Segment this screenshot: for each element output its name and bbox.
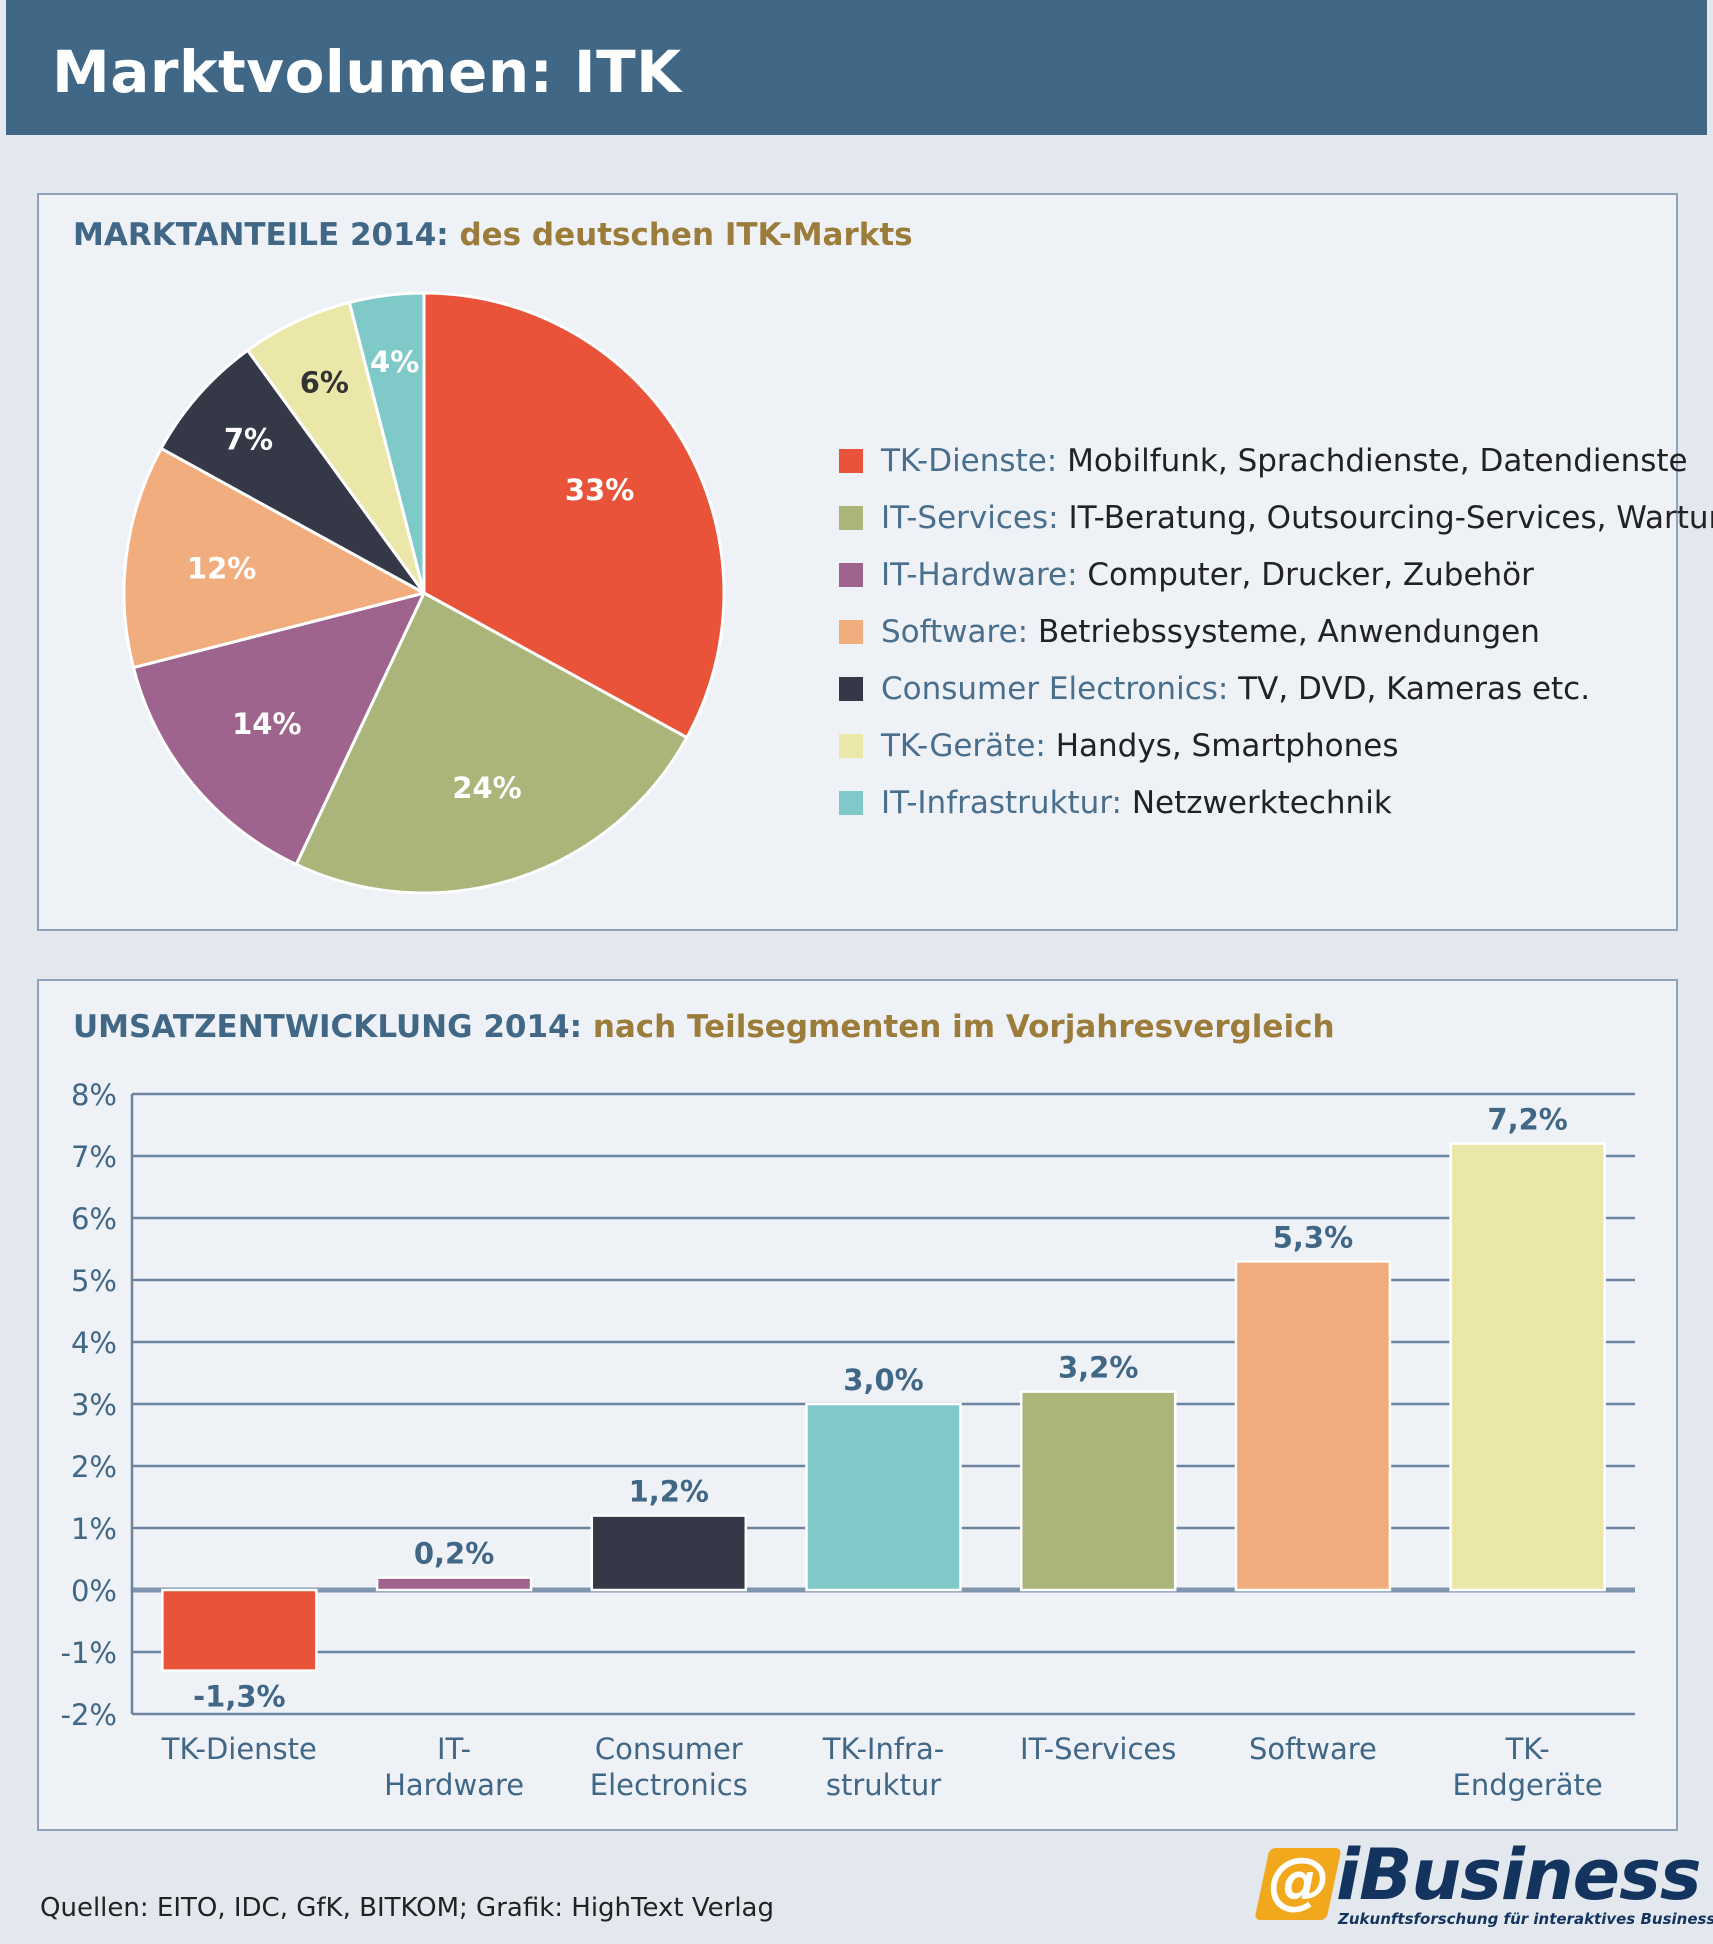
- y-tick-label: -1%: [61, 1636, 117, 1670]
- legend-desc: Netzwerktechnik: [1131, 784, 1392, 821]
- logo-at-icon: @: [1268, 1844, 1330, 1917]
- y-tick-label: 7%: [71, 1140, 117, 1174]
- bar-title-key: UMSATZENTWICKLUNG 2014:: [73, 1009, 583, 1045]
- legend-desc: Handys, Smartphones: [1055, 727, 1399, 764]
- source-note: Quellen: EITO, IDC, GfK, BITKOM; Grafik:…: [40, 1893, 774, 1923]
- legend-item: IT-Infrastruktur: Netzwerktechnik: [839, 774, 1713, 831]
- legend-desc: Betriebssysteme, Anwendungen: [1037, 613, 1540, 650]
- bar: [1234, 1260, 1392, 1592]
- pie-chart: 33% 24% 14% 12% 7% 6% 4%: [122, 291, 726, 895]
- bar: [375, 1576, 533, 1592]
- logo-wordmark: iBusiness: [1336, 1834, 1701, 1916]
- legend-swatch: [839, 619, 863, 644]
- x-category-label: Hardware: [384, 1768, 524, 1802]
- y-tick-label: 4%: [71, 1326, 117, 1360]
- y-tick-label: 8%: [71, 1078, 117, 1112]
- legend-item: Consumer Electronics: TV, DVD, Kameras e…: [839, 660, 1713, 717]
- pie-slice-software: [122, 446, 426, 670]
- bar-panel: UMSATZENTWICKLUNG 2014: nach Teilsegment…: [37, 979, 1678, 1831]
- x-category-label: Electronics: [590, 1768, 748, 1802]
- bar-value-label: 7,2%: [1487, 1103, 1567, 1137]
- x-category-label: struktur: [826, 1768, 941, 1802]
- y-tick-label: 0%: [71, 1574, 117, 1608]
- y-tick-label: 1%: [71, 1512, 117, 1546]
- legend-swatch: [839, 790, 863, 815]
- legend-swatch: [839, 562, 863, 587]
- pie-slice-label: 14%: [232, 707, 301, 741]
- legend-swatch: [839, 733, 863, 758]
- legend-key: Consumer Electronics:: [881, 670, 1229, 707]
- bar: [590, 1514, 748, 1592]
- pie-slice-label: 7%: [224, 422, 273, 456]
- pie-slice-tk-dienste: [422, 291, 726, 740]
- pie-slice-it-infrastruktur: [347, 291, 426, 595]
- pie-slice-label: 4%: [370, 345, 419, 379]
- x-category-label: TK-Infra-: [822, 1732, 944, 1766]
- ibusiness-logo: @ iBusiness Zukunftsforschung für intera…: [1254, 1834, 1713, 1932]
- logo-tagline: Zukunftsforschung für interaktives Busin…: [1338, 1910, 1713, 1928]
- header-banner: Marktvolumen: ITK: [6, 0, 1707, 135]
- legend-desc: Computer, Drucker, Zubehör: [1087, 556, 1534, 593]
- legend-key: TK-Geräte:: [881, 727, 1046, 764]
- pie-slice-label: 6%: [300, 365, 349, 399]
- legend-key: TK-Dienste:: [881, 442, 1058, 479]
- legend-swatch: [839, 448, 863, 473]
- pie-slice-it-hardware: [131, 591, 426, 866]
- bar-value-label: 3,2%: [1058, 1351, 1138, 1385]
- pie-slice-label: 24%: [452, 771, 521, 805]
- bar: [1019, 1390, 1177, 1592]
- legend-key: IT-Services:: [881, 499, 1059, 536]
- y-tick-label: 6%: [71, 1202, 117, 1236]
- x-category-label: Consumer: [595, 1732, 743, 1766]
- pie-slice-it-services: [294, 591, 689, 895]
- legend-desc: TV, DVD, Kameras etc.: [1238, 670, 1591, 707]
- bar-title-rest: nach Teilsegmenten im Vorjahresvergleich: [592, 1009, 1335, 1045]
- y-tick-label: 5%: [71, 1264, 117, 1298]
- bar-value-label: -1,3%: [193, 1680, 285, 1714]
- legend-key: Software:: [881, 613, 1029, 650]
- x-category-label: Endgeräte: [1453, 1768, 1603, 1802]
- legend-desc: Mobilfunk, Sprachdienste, Datendienste: [1067, 442, 1688, 479]
- y-tick-label: 2%: [71, 1450, 117, 1484]
- legend-key: IT-Hardware:: [881, 556, 1078, 593]
- pie-title-rest: des deutschen ITK-Markts: [459, 217, 913, 253]
- legend-item: TK-Dienste: Mobilfunk, Sprachdienste, Da…: [839, 432, 1713, 489]
- pie-legend: TK-Dienste: Mobilfunk, Sprachdienste, Da…: [839, 432, 1713, 831]
- legend-swatch: [839, 676, 863, 701]
- x-category-label: TK-: [1505, 1732, 1550, 1766]
- legend-swatch: [839, 505, 863, 530]
- x-category-label: IT-: [437, 1732, 471, 1766]
- x-category-label: IT-Services: [1020, 1732, 1176, 1766]
- pie-slice-label: 12%: [187, 551, 256, 585]
- y-tick-label: 3%: [71, 1388, 117, 1422]
- legend-key: IT-Infrastruktur:: [881, 784, 1122, 821]
- bar-panel-title: UMSATZENTWICKLUNG 2014: nach Teilsegment…: [73, 1009, 1335, 1045]
- pie-panel: MARKTANTEILE 2014: des deutschen ITK-Mar…: [37, 193, 1713, 931]
- legend-item: IT-Hardware: Computer, Drucker, Zubehör: [839, 546, 1713, 603]
- page-title: Marktvolumen: ITK: [52, 38, 682, 106]
- bar-value-label: 0,2%: [414, 1537, 494, 1571]
- pie-title-key: MARKTANTEILE 2014:: [73, 217, 449, 253]
- bar: [805, 1402, 962, 1592]
- x-category-label: TK-Dienste: [161, 1732, 317, 1766]
- bar-value-label: 5,3%: [1273, 1220, 1353, 1254]
- bar-value-label: 1,2%: [629, 1475, 709, 1509]
- bar-value-label: 3,0%: [843, 1363, 923, 1397]
- pie-slice-consumer-electronics: [159, 348, 426, 595]
- pie-panel-title: MARKTANTEILE 2014: des deutschen ITK-Mar…: [73, 217, 913, 253]
- pie-slice-label: 33%: [565, 473, 634, 507]
- bar-chart: 8% 7% 6% 5% 4% 3% 2% 1% 0% -1% -2% -1,3% TK-Dienste 0…: [61, 1078, 1635, 1802]
- legend-desc: IT-Beratung, Outsourcing-Services, Wartu…: [1068, 499, 1713, 536]
- bar: [161, 1588, 318, 1672]
- x-category-label: Software: [1249, 1732, 1377, 1766]
- legend-item: IT-Services: IT-Beratung, Outsourcing-Se…: [839, 489, 1713, 546]
- bar: [1449, 1142, 1606, 1592]
- legend-item: Software: Betriebssysteme, Anwendungen: [839, 603, 1713, 660]
- legend-item: TK-Geräte: Handys, Smartphones: [839, 717, 1713, 774]
- y-tick-label: -2%: [61, 1698, 117, 1732]
